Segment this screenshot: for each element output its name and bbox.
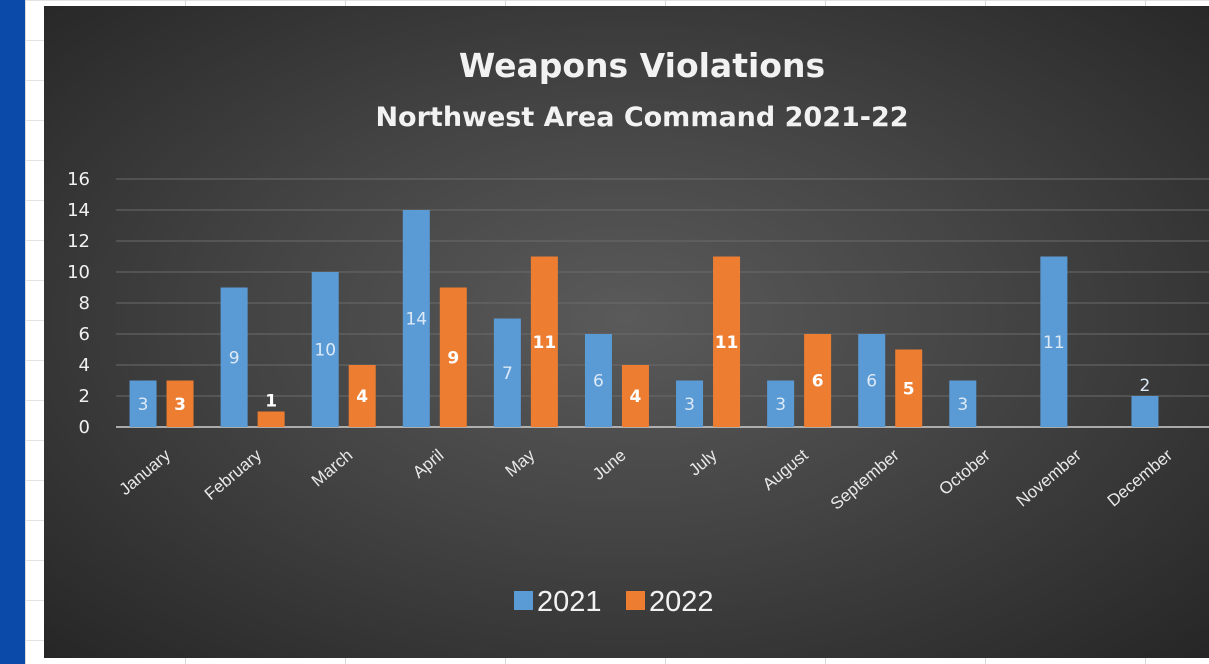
legend-label-2021: 2021 bbox=[537, 586, 602, 618]
label-2021: 6 bbox=[593, 372, 604, 392]
y-tick-label: 10 bbox=[67, 262, 90, 283]
bar-2021[interactable] bbox=[858, 334, 886, 427]
bar-2021[interactable] bbox=[311, 272, 339, 427]
label-2021: 7 bbox=[502, 364, 513, 384]
chart-svg: Weapons Violations Northwest Area Comman… bbox=[67, 46, 1209, 618]
chart-title: Weapons Violations bbox=[459, 46, 825, 85]
category-label: June bbox=[589, 446, 629, 484]
bar-2021[interactable] bbox=[129, 380, 157, 428]
label-2021: 14 bbox=[405, 310, 427, 330]
category-label: February bbox=[201, 445, 266, 504]
bar-2021[interactable] bbox=[402, 210, 430, 427]
bar-2022[interactable] bbox=[348, 365, 376, 427]
chart-subtitle: Northwest Area Command 2021-22 bbox=[375, 102, 908, 133]
label-2021: 9 bbox=[229, 348, 240, 368]
label-2022: 11 bbox=[533, 333, 557, 353]
bar-2022[interactable] bbox=[439, 287, 467, 428]
y-tick-label: 6 bbox=[79, 324, 90, 345]
label-2022: 3 bbox=[174, 395, 186, 415]
bar-2022[interactable] bbox=[804, 334, 832, 427]
category-label: May bbox=[502, 445, 539, 481]
bar-2022[interactable] bbox=[621, 365, 649, 427]
category-label: October bbox=[935, 445, 994, 499]
y-tick-label: 0 bbox=[79, 417, 90, 438]
label-2021: 2 bbox=[1140, 376, 1151, 396]
bar-2022[interactable] bbox=[530, 256, 558, 428]
bar-2021[interactable] bbox=[676, 380, 704, 428]
y-tick-label: 8 bbox=[79, 293, 90, 314]
category-label: September bbox=[827, 445, 903, 513]
legend-swatch-2021 bbox=[514, 591, 533, 610]
chart-area[interactable]: Weapons Violations Northwest Area Comman… bbox=[44, 6, 1209, 658]
bar-2022[interactable] bbox=[257, 411, 285, 428]
bar-2021[interactable] bbox=[1131, 396, 1159, 427]
label-2022: 6 bbox=[812, 372, 824, 392]
label-2021: 11 bbox=[1043, 333, 1065, 353]
category-label: January bbox=[116, 445, 175, 499]
bar-2021[interactable] bbox=[767, 380, 795, 428]
label-2021: 3 bbox=[775, 395, 786, 415]
bar-2021[interactable] bbox=[949, 380, 977, 428]
label-2021: 3 bbox=[138, 395, 149, 415]
category-label: April bbox=[409, 446, 447, 482]
side-strip bbox=[0, 0, 25, 664]
x-axis-categories: January February March April May June July Augu… bbox=[116, 445, 1177, 513]
legend-label-2022: 2022 bbox=[649, 586, 714, 618]
label-2021: 6 bbox=[866, 372, 877, 392]
y-axis-ticks: 0 2 4 6 8 10 12 14 16 bbox=[67, 169, 90, 438]
bar-2021[interactable] bbox=[493, 318, 521, 428]
category-label: November bbox=[1013, 445, 1086, 510]
y-tick-label: 14 bbox=[67, 200, 90, 221]
data-labels: 3 3 9 1 10 4 14 9 7 11 6 4 3 11 3 6 6 5 3 11 2 bbox=[138, 310, 1151, 415]
label-2022: 4 bbox=[356, 387, 368, 407]
grid-lines bbox=[116, 178, 1209, 397]
label-2022: 4 bbox=[630, 387, 642, 407]
bar-2021[interactable] bbox=[220, 287, 248, 428]
category-label: August bbox=[759, 445, 812, 494]
bar-2022[interactable] bbox=[895, 349, 923, 428]
legend[interactable]: 2021 2022 bbox=[514, 586, 714, 618]
y-tick-label: 2 bbox=[79, 386, 90, 407]
category-label: July bbox=[685, 445, 721, 479]
y-tick-label: 4 bbox=[79, 355, 90, 376]
bars bbox=[129, 210, 1159, 428]
label-2022: 9 bbox=[447, 348, 459, 368]
label-2021: 3 bbox=[957, 395, 968, 415]
category-label: December bbox=[1104, 445, 1177, 510]
label-2021: 3 bbox=[684, 395, 695, 415]
bar-2021[interactable] bbox=[584, 334, 612, 427]
label-2022: 5 bbox=[903, 379, 915, 399]
label-2021: 10 bbox=[314, 341, 336, 361]
bar-2021[interactable] bbox=[1040, 256, 1068, 428]
bar-2022[interactable] bbox=[713, 256, 741, 428]
bar-2022[interactable] bbox=[166, 380, 194, 428]
legend-swatch-2022 bbox=[626, 591, 645, 610]
label-2022: 11 bbox=[715, 333, 739, 353]
y-tick-label: 16 bbox=[67, 169, 90, 190]
category-label: March bbox=[308, 446, 356, 491]
y-tick-label: 12 bbox=[67, 231, 90, 252]
label-2022: 1 bbox=[265, 392, 277, 412]
